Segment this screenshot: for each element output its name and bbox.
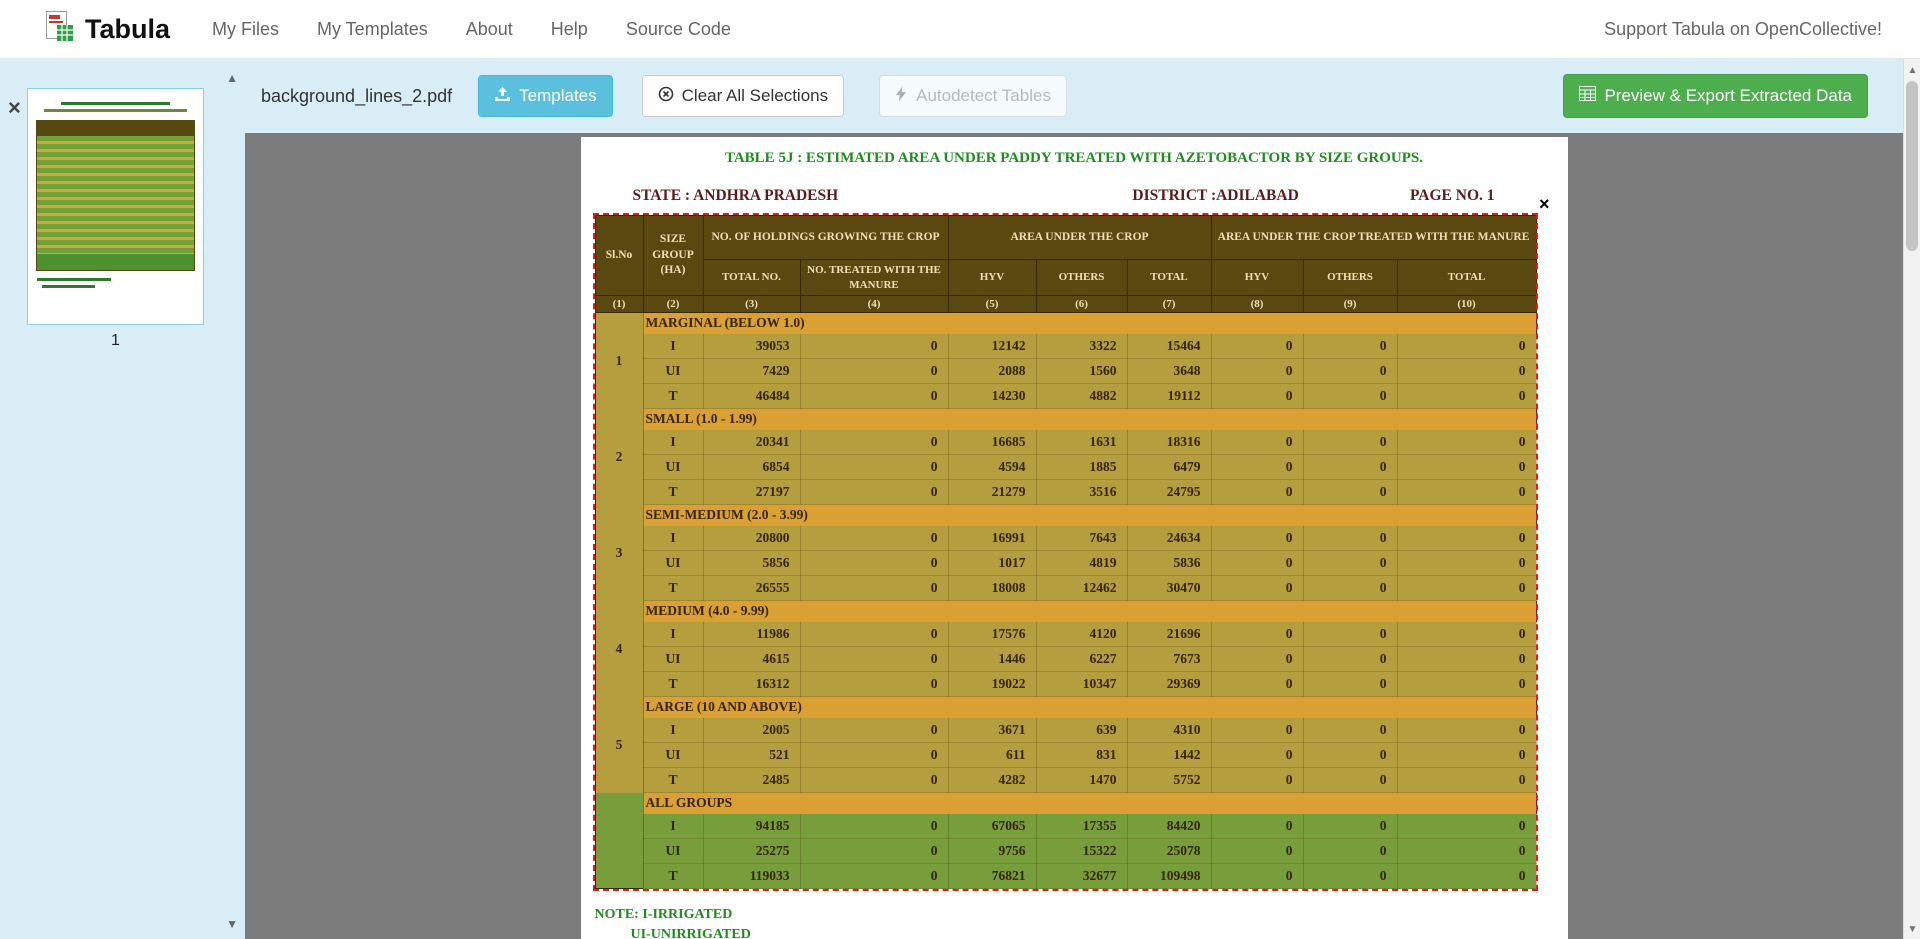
templates-button-label: Templates <box>519 86 596 106</box>
thumb-note-line <box>37 278 111 281</box>
brand-title[interactable]: Tabula <box>85 14 170 45</box>
pdf-page[interactable]: TABLE 5J : ESTIMATED AREA UNDER PADDY TR… <box>581 137 1568 939</box>
page-no-text: PAGE NO. 1 <box>1410 187 1495 205</box>
top-navbar: Tabula My Files My Templates About Help Sour… <box>0 0 1920 59</box>
nav-item: My Files <box>212 19 279 40</box>
nav-link-my-files[interactable]: My Files <box>212 19 279 39</box>
templates-button[interactable]: Templates <box>478 75 612 117</box>
tabula-logo-icon <box>45 10 75 49</box>
pdf-viewer-area: TABLE 5J : ESTIMATED AREA UNDER PADDY TR… <box>245 133 1903 939</box>
scrollbar-thumb[interactable] <box>1906 81 1918 251</box>
content-area: background_lines_2.pdf Templates Clear A… <box>0 59 1920 939</box>
nav-item: About <box>466 19 513 40</box>
thumbnail-page-number: 1 <box>27 332 204 350</box>
nav-menu: My Files My Templates About Help Source Code <box>212 19 731 40</box>
note-line-1: NOTE: I-IRRIGATED <box>595 905 1568 925</box>
nav-link-about[interactable]: About <box>466 19 513 39</box>
clear-button-label: Clear All Selections <box>682 86 828 106</box>
export-button-label: Preview & Export Extracted Data <box>1604 86 1852 106</box>
nav-link-source-code[interactable]: Source Code <box>626 19 731 39</box>
nav-item: Help <box>551 19 588 40</box>
autodetect-tables-button[interactable]: Autodetect Tables <box>879 75 1067 117</box>
main-vertical-scrollbar[interactable]: ▲ ▼ <box>1903 59 1920 939</box>
remove-page-icon[interactable]: × <box>8 97 21 119</box>
clear-all-selections-button[interactable]: Clear All Selections <box>642 75 844 117</box>
sidebar-scroll-up-icon[interactable]: ▲ <box>226 71 238 85</box>
autodetect-button-label: Autodetect Tables <box>916 86 1051 106</box>
circle-x-icon <box>658 86 674 107</box>
thumb-table-header <box>37 121 194 136</box>
nav-item: Source Code <box>626 19 731 40</box>
thumb-table-rows <box>37 136 194 254</box>
note-line-2: UI-UNIRRIGATED <box>631 925 1568 939</box>
selection-dashed-border[interactable] <box>593 213 1538 891</box>
selection-close-icon[interactable]: × <box>1539 195 1550 213</box>
nav-link-help[interactable]: Help <box>551 19 588 39</box>
lightning-bolt-icon <box>895 86 908 107</box>
document-note: NOTE: I-IRRIGATED UI-UNIRRIGATED <box>595 905 1568 939</box>
nav-link-my-templates[interactable]: My Templates <box>317 19 428 39</box>
thumb-mini-table <box>36 120 195 271</box>
upload-icon <box>494 86 511 107</box>
page-thumbnail[interactable] <box>27 88 204 325</box>
thumb-subtitle-line <box>44 109 188 112</box>
document-meta-row: STATE : ANDHRA PRADESH DISTRICT :ADILABA… <box>633 187 1495 205</box>
thumb-note-line <box>42 285 95 288</box>
table-grid-icon <box>1579 86 1596 106</box>
open-file-name: background_lines_2.pdf <box>261 86 452 107</box>
toolbar: background_lines_2.pdf Templates Clear A… <box>0 59 1920 133</box>
nav-item: My Templates <box>317 19 428 40</box>
table-selection-region: Sl.No SIZE GROUP (HA) NO. OF HOLDINGS GR… <box>595 215 1536 889</box>
thumb-table-footer <box>37 254 194 270</box>
thumb-title-line <box>61 102 170 105</box>
preview-export-button[interactable]: Preview & Export Extracted Data <box>1563 74 1868 118</box>
brand-link[interactable]: Tabula <box>45 10 170 49</box>
sidebar-scroll-down-icon[interactable]: ▼ <box>226 917 238 931</box>
state-text: STATE : ANDHRA PRADESH <box>633 187 1022 205</box>
support-link[interactable]: Support Tabula on OpenCollective! <box>1604 19 1882 40</box>
scrollbar-down-icon[interactable]: ▼ <box>1904 924 1920 935</box>
scrollbar-up-icon[interactable]: ▲ <box>1904 65 1920 76</box>
document-title: TABLE 5J : ESTIMATED AREA UNDER PADDY TR… <box>581 150 1568 167</box>
page-thumbnails-sidebar: × 1 ▲ ▼ <box>0 59 245 939</box>
district-text: DISTRICT :ADILABAD <box>1021 187 1410 205</box>
